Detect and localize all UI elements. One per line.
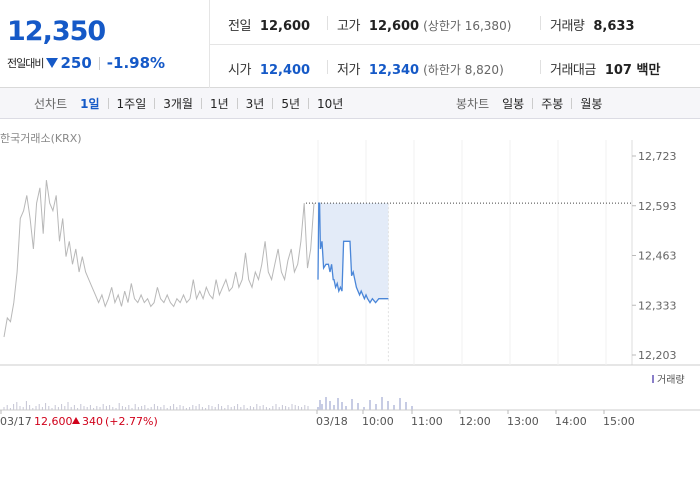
prev-day-close: 12,600 xyxy=(34,415,73,428)
line-chart-label: 선차트 xyxy=(34,97,68,111)
y-tick-label: 12,203 xyxy=(638,349,677,362)
change-value: 250 xyxy=(60,54,92,72)
stat-label: 저가 xyxy=(337,63,360,78)
x-tick-label: 12:00 xyxy=(459,415,491,428)
tab-weekly[interactable]: 주봉 xyxy=(541,97,564,111)
tab-5y[interactable]: 5년 xyxy=(281,97,301,111)
stat-value: 12,340 xyxy=(368,63,420,78)
y-tick-label: 12,723 xyxy=(638,150,677,163)
stat-high: 고가 12,600 (상한가 16,380) xyxy=(337,15,511,34)
tab-10y[interactable]: 10년 xyxy=(317,97,344,111)
tab-monthly[interactable]: 월봉 xyxy=(580,97,603,111)
tab-1d[interactable]: 1일 xyxy=(80,97,100,111)
divider xyxy=(210,44,700,45)
x-tick-label: 11:00 xyxy=(411,415,443,428)
divider xyxy=(272,98,274,109)
x-tick-label: 15:00 xyxy=(603,415,635,428)
stat-value: 12,400 xyxy=(259,63,311,78)
divider xyxy=(200,98,202,109)
stat-open: 시가 12,400 xyxy=(228,59,310,78)
prev-day-change: 340 xyxy=(82,415,103,428)
today-line xyxy=(317,202,389,304)
candle-chart-label: 봉차트 xyxy=(456,97,490,111)
prev-day-line xyxy=(3,180,315,338)
stats-panel: 전일 12,600 고가 12,600 (상한가 16,380) 거래량 8,6… xyxy=(210,0,700,88)
change-rate: -1.98% xyxy=(106,54,166,72)
stat-value: 12,600 xyxy=(259,19,311,34)
data-source: 한국거래소(KRX) xyxy=(0,132,82,145)
y-tick-label: 12,333 xyxy=(638,299,677,312)
y-tick-label: 12,593 xyxy=(638,200,677,213)
price-chart[interactable]: 12,723 12,593 12,463 12,333 12,203 거래량 03/17… xyxy=(0,120,700,490)
y-tick-label: 12,463 xyxy=(638,250,677,263)
divider xyxy=(327,16,328,30)
stat-label: 거래대금 xyxy=(550,63,596,78)
quote-summary: 12,350 전일대비 250 -1.98% 전일 12,600 고가 12,6… xyxy=(0,0,700,88)
stat-sub: (하한가 8,820) xyxy=(423,63,504,77)
tab-3y[interactable]: 3년 xyxy=(245,97,265,111)
tab-1w[interactable]: 1주일 xyxy=(116,97,147,111)
current-price: 12,350 xyxy=(7,16,106,47)
divider xyxy=(327,60,328,74)
volume-legend-swatch xyxy=(652,375,654,383)
price-box: 12,350 전일대비 250 -1.98% xyxy=(0,0,210,88)
divider xyxy=(107,98,109,109)
stat-label: 전일 xyxy=(228,19,251,34)
x-tick-label: 03/17 xyxy=(0,415,32,428)
stat-trade-value: 거래대금 107 백만 xyxy=(550,59,660,78)
change-label: 전일대비 xyxy=(7,57,44,70)
stat-low: 저가 12,340 (하한가 8,820) xyxy=(337,59,504,78)
candle-chart-tabs: 봉차트 일봉 주봉 월봉 xyxy=(456,88,605,119)
tab-3m[interactable]: 3개월 xyxy=(163,97,193,111)
x-tick-label: 03/18 xyxy=(316,415,348,428)
stat-label: 시가 xyxy=(228,63,251,78)
x-axis-ticks: 03/17 03/18 10:00 11:00 12:00 13:00 14:00 15:00… xyxy=(0,410,635,428)
prev-day-change-rate: (+2.77%) xyxy=(105,415,158,428)
today-area-fill xyxy=(318,203,389,303)
stat-prev-close: 전일 12,600 xyxy=(228,15,310,34)
stat-value: 8,633 xyxy=(593,19,635,34)
stat-sub: (상한가 16,380) xyxy=(423,19,512,33)
stat-volume: 거래량 8,633 xyxy=(550,15,635,34)
divider xyxy=(540,16,541,30)
x-tick-label: 10:00 xyxy=(362,415,394,428)
down-arrow-icon xyxy=(46,58,59,68)
line-chart-tabs: 선차트 1일 1주일 3개월 1년 3년 5년 10년 xyxy=(34,88,346,119)
stat-value: 12,600 xyxy=(368,19,420,34)
divider xyxy=(236,98,238,109)
x-tick-label: 13:00 xyxy=(507,415,539,428)
divider xyxy=(532,98,534,109)
divider xyxy=(154,98,156,109)
tab-1y[interactable]: 1년 xyxy=(209,97,229,111)
stat-label: 거래량 xyxy=(550,19,585,34)
up-arrow-icon xyxy=(72,417,80,424)
volume-panel: 거래량 xyxy=(0,374,700,411)
stat-value: 107 백만 xyxy=(604,63,661,78)
divider xyxy=(540,60,541,74)
x-tick-label: 14:00 xyxy=(555,415,587,428)
today-series xyxy=(306,202,632,363)
divider xyxy=(98,56,100,70)
y-axis-ticks: 12,723 12,593 12,463 12,333 12,203 xyxy=(632,150,677,362)
divider xyxy=(308,98,310,109)
volume-legend-label: 거래량 xyxy=(657,374,685,386)
prev-day-series xyxy=(3,180,315,338)
tab-daily[interactable]: 일봉 xyxy=(502,97,525,111)
chart-tabs-bar: 선차트 1일 1주일 3개월 1년 3년 5년 10년 봉차트 일봉 주봉 월봉 xyxy=(0,88,700,119)
stat-label: 고가 xyxy=(337,19,360,34)
change-row: 전일대비 250 -1.98% xyxy=(7,54,165,72)
divider xyxy=(571,98,573,109)
